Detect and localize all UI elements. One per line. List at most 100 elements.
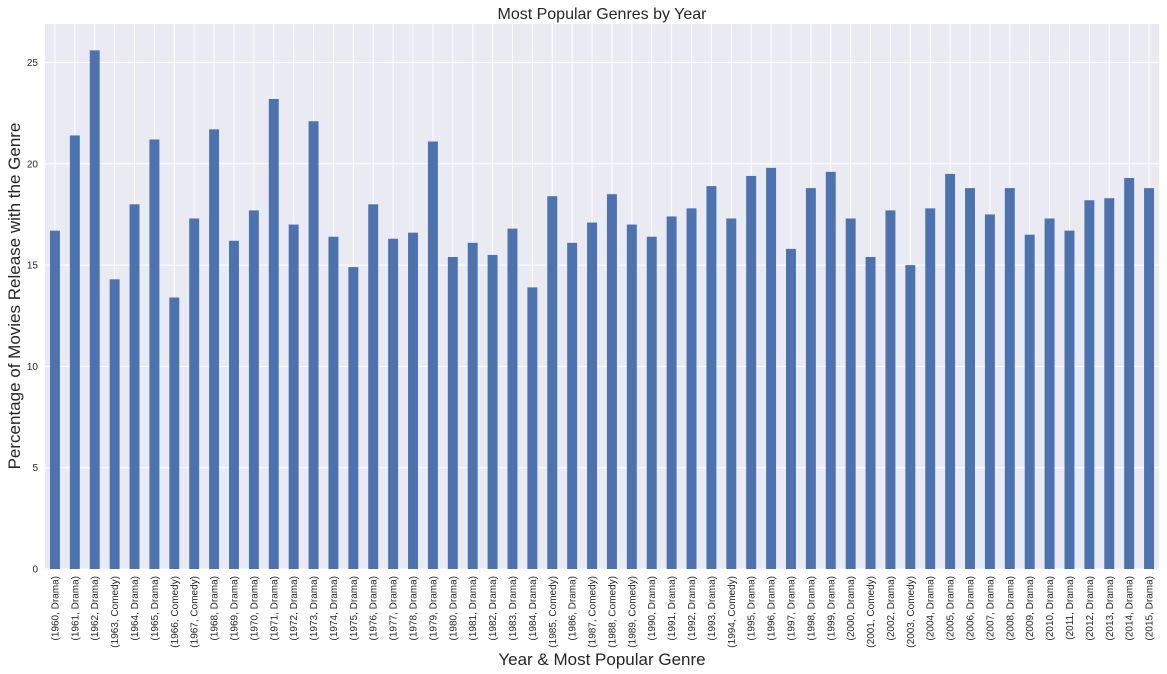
bar	[89, 50, 100, 569]
bar	[1004, 188, 1015, 570]
bar	[487, 254, 498, 569]
bar	[149, 139, 160, 569]
y-tick-label: 5	[32, 463, 38, 474]
bar	[1044, 218, 1055, 569]
bar	[706, 186, 717, 569]
bar	[69, 135, 80, 570]
bar	[109, 279, 120, 569]
bar	[268, 98, 279, 569]
x-axis-ticks: (1960, Drama) (1961, Drama) (1962, Drama) (…	[50, 576, 1155, 648]
bar	[1024, 234, 1035, 570]
bar	[626, 224, 637, 569]
x-tick-label: (1999, Drama)	[826, 576, 837, 640]
bar	[587, 222, 598, 570]
bar	[686, 208, 697, 569]
bar	[427, 141, 438, 570]
x-tick-label: (1994, Comedy)	[727, 576, 738, 648]
bar	[1084, 200, 1095, 569]
x-tick-label: (1962, Drama)	[90, 576, 101, 640]
x-tick-label: (1982, Drama)	[488, 576, 499, 640]
x-tick-label: (2010, Drama)	[1045, 576, 1056, 640]
x-tick-label: (2000, Drama)	[846, 576, 857, 640]
x-tick-label: (1977, Drama)	[389, 576, 400, 640]
bar	[189, 218, 200, 569]
bar	[606, 194, 617, 570]
bar	[965, 188, 975, 570]
x-tick-label: (1972, Drama)	[289, 576, 300, 640]
x-tick-label: (2007, Drama)	[985, 576, 996, 640]
x-tick-label: (2002, Drama)	[886, 576, 897, 640]
x-tick-label: (2015, Drama)	[1145, 576, 1156, 640]
y-tick-label: 15	[27, 261, 39, 272]
bar	[905, 265, 916, 569]
chart-title: Most Popular Genres by Year	[497, 6, 707, 23]
x-tick-label: (1992, Drama)	[687, 576, 698, 640]
x-tick-label: (2009, Drama)	[1025, 576, 1036, 640]
x-tick-label: (1969, Drama)	[229, 576, 240, 640]
x-tick-label: (1989, Comedy)	[627, 576, 638, 648]
bars	[49, 50, 1155, 570]
x-tick-label: (1998, Drama)	[806, 576, 817, 640]
x-tick-label: (1997, Drama)	[786, 576, 797, 640]
bar	[328, 236, 339, 569]
bar	[308, 121, 319, 569]
x-tick-label: (1979, Drama)	[428, 576, 439, 640]
y-axis-ticks: 0 5 10 15 20 25	[27, 58, 39, 576]
y-tick-label: 10	[27, 362, 39, 373]
x-tick-label: (1968, Drama)	[210, 576, 221, 640]
bar	[507, 228, 518, 570]
x-axis-label: Year & Most Popular Genre	[498, 650, 705, 669]
bar	[1144, 188, 1155, 570]
x-tick-label: (2012, Drama)	[1085, 576, 1096, 640]
x-tick-label: (1990, Drama)	[647, 576, 658, 640]
bar	[1124, 177, 1135, 569]
bar	[467, 242, 478, 569]
bar	[1064, 230, 1075, 569]
x-tick-label: (1996, Drama)	[767, 576, 778, 640]
bar	[746, 175, 757, 570]
bar	[805, 188, 816, 570]
x-tick-label: (2013, Drama)	[1105, 576, 1116, 640]
bar	[885, 210, 896, 570]
x-tick-label: (2004, Drama)	[926, 576, 937, 640]
y-tick-label: 0	[32, 565, 38, 576]
x-tick-label: (1966, Comedy)	[170, 576, 181, 648]
x-tick-label: (1986, Drama)	[568, 576, 579, 640]
bar	[567, 242, 578, 569]
bar	[984, 214, 995, 569]
x-tick-label: (1985, Comedy)	[548, 576, 559, 648]
bar	[169, 297, 180, 569]
bar	[368, 204, 379, 569]
x-tick-label: (1983, Drama)	[508, 576, 519, 640]
x-tick-label: (1964, Drama)	[130, 576, 141, 640]
bar	[646, 236, 657, 569]
x-tick-label: (1991, Drama)	[667, 576, 678, 640]
bar	[547, 196, 558, 569]
x-tick-label: (2001, Comedy)	[866, 576, 877, 648]
x-tick-label: (2011, Drama)	[1065, 576, 1076, 640]
x-tick-label: (1960, Drama)	[50, 576, 61, 640]
bar	[845, 218, 856, 569]
x-tick-label: (1974, Drama)	[329, 576, 340, 640]
bar	[288, 224, 299, 569]
x-tick-label: (1971, Drama)	[269, 576, 280, 640]
x-tick-label: (1984, Drama)	[528, 576, 539, 640]
bar	[865, 256, 876, 569]
bar	[408, 232, 418, 569]
bar	[129, 204, 140, 569]
bar	[766, 167, 777, 569]
x-tick-label: (1978, Drama)	[409, 576, 420, 640]
bar	[945, 173, 956, 569]
bar	[527, 287, 538, 569]
x-tick-label: (1988, Comedy)	[607, 576, 618, 648]
x-tick-label: (1975, Drama)	[349, 576, 360, 640]
x-tick-label: (1993, Drama)	[707, 576, 718, 640]
x-tick-label: (1973, Drama)	[309, 576, 320, 640]
y-axis-label: Percentage of Movies Release with the Ge…	[5, 123, 24, 470]
x-tick-label: (1980, Drama)	[448, 576, 459, 640]
y-tick-label: 25	[27, 58, 39, 69]
x-tick-label: (2006, Drama)	[966, 576, 977, 640]
x-tick-label: (1976, Drama)	[369, 576, 380, 640]
bar	[229, 240, 239, 569]
